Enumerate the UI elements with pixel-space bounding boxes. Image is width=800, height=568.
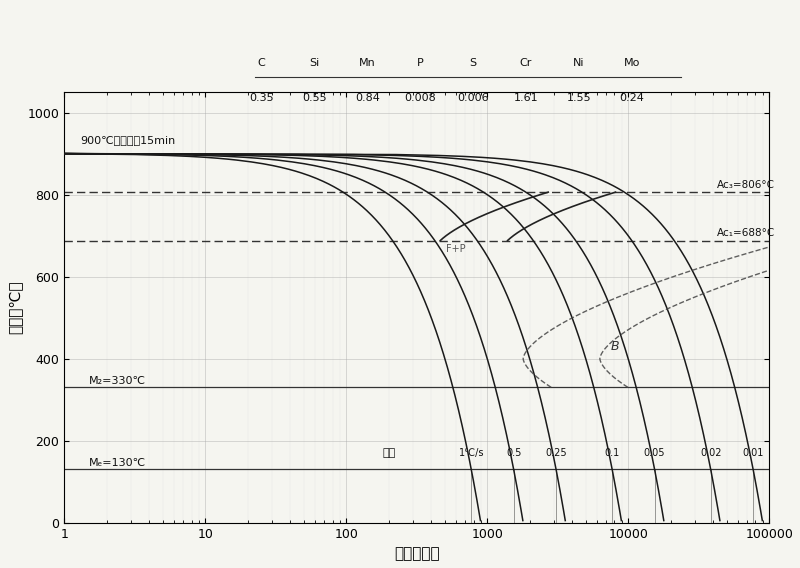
Text: Mo: Mo: [623, 59, 640, 68]
Text: 冷速: 冷速: [382, 448, 395, 458]
Text: 0.05: 0.05: [644, 448, 666, 458]
Text: 0.55: 0.55: [302, 93, 326, 103]
Text: Ac₁=688°C: Ac₁=688°C: [717, 228, 775, 239]
Text: Si: Si: [310, 59, 319, 68]
Text: M₂=330℃: M₂=330℃: [89, 376, 146, 386]
Text: Mn: Mn: [359, 59, 376, 68]
Text: 0.01: 0.01: [742, 448, 764, 458]
Text: S: S: [470, 59, 477, 68]
Text: B: B: [610, 340, 618, 353]
Text: Cr: Cr: [520, 59, 532, 68]
X-axis label: 时间（秒）: 时间（秒）: [394, 546, 439, 561]
Text: Ac₃=806°C: Ac₃=806°C: [717, 180, 775, 190]
Text: 0.008: 0.008: [404, 93, 436, 103]
Text: 0.24: 0.24: [619, 93, 644, 103]
Text: Ni: Ni: [573, 59, 585, 68]
Text: 900℃奥氏体化15min: 900℃奥氏体化15min: [80, 135, 175, 145]
Text: 0.84: 0.84: [355, 93, 380, 103]
Text: 0.5: 0.5: [506, 448, 522, 458]
Text: 0.1: 0.1: [605, 448, 620, 458]
Text: 0.35: 0.35: [250, 93, 274, 103]
Text: Mₑ=130℃: Mₑ=130℃: [89, 458, 146, 468]
Text: 1℃/s: 1℃/s: [458, 448, 484, 458]
Text: 1.61: 1.61: [514, 93, 538, 103]
Text: 0.02: 0.02: [700, 448, 722, 458]
Y-axis label: 温度（℃）: 温度（℃）: [7, 281, 22, 334]
Text: C: C: [258, 59, 266, 68]
Text: 0.25: 0.25: [546, 448, 567, 458]
Text: F+P: F+P: [446, 244, 466, 254]
Text: P: P: [417, 59, 423, 68]
Text: 0.006: 0.006: [458, 93, 489, 103]
Text: 1.55: 1.55: [566, 93, 591, 103]
